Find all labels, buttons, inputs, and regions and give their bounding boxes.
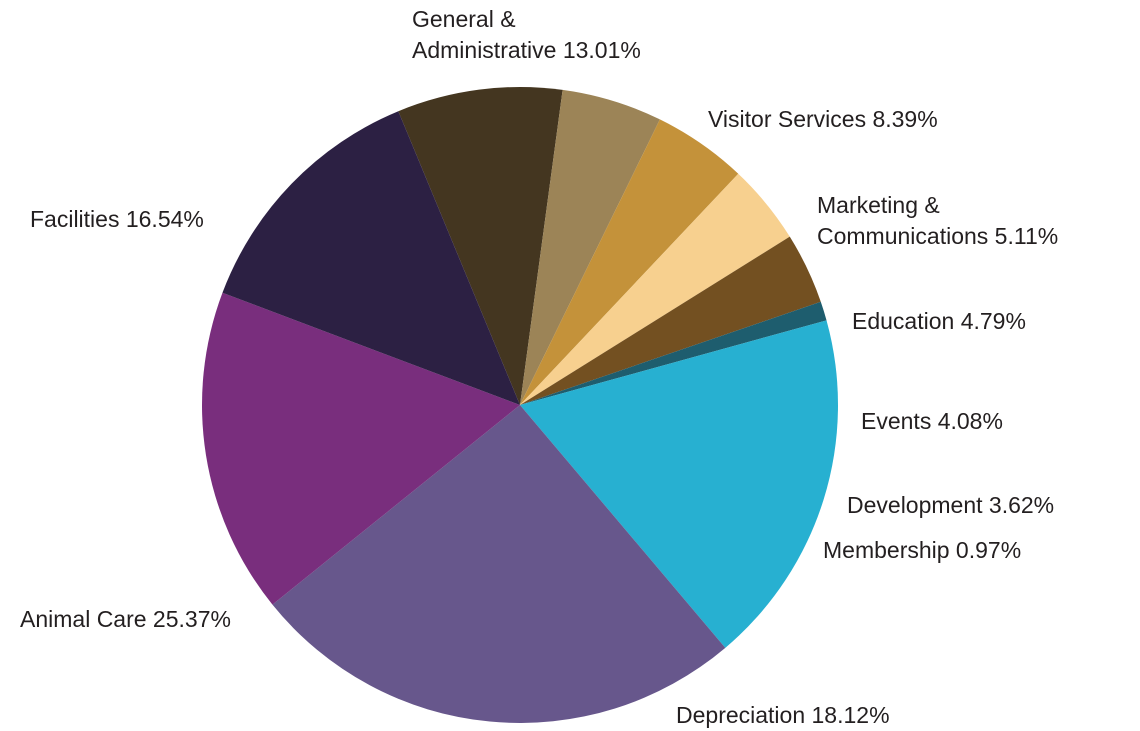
label-general-administrative: General & Administrative 13.01%: [412, 6, 641, 63]
label-education: Education 4.79%: [852, 308, 1026, 334]
label-development: Development 3.62%: [847, 492, 1055, 518]
label-marketing-communications: Marketing & Communications 5.11%: [817, 192, 1059, 249]
pie-slice-general-administrative: [222, 111, 520, 406]
pie-slice-membership: [520, 301, 827, 405]
pie-slice-visitor-services: [398, 87, 563, 405]
label-facilities: Facilities 16.54%: [30, 206, 204, 232]
label-depreciation: Depreciation 18.12%: [676, 702, 890, 728]
pie-slice-animal-care: [272, 405, 726, 724]
pie-slice-events: [520, 173, 790, 405]
label-membership: Membership 0.97%: [823, 537, 1022, 563]
label-events: Events 4.08%: [861, 408, 1003, 434]
pie-slice-depreciation: [520, 320, 839, 648]
pie-slice-marketing-communications: [520, 89, 660, 406]
pie-slice-education: [520, 119, 739, 406]
label-animal-care: Animal Care 25.37%: [20, 606, 231, 632]
label-visitor-services: Visitor Services 8.39%: [708, 106, 938, 132]
pie-slice-facilities: [201, 292, 520, 605]
pie-slice-development: [520, 236, 821, 405]
